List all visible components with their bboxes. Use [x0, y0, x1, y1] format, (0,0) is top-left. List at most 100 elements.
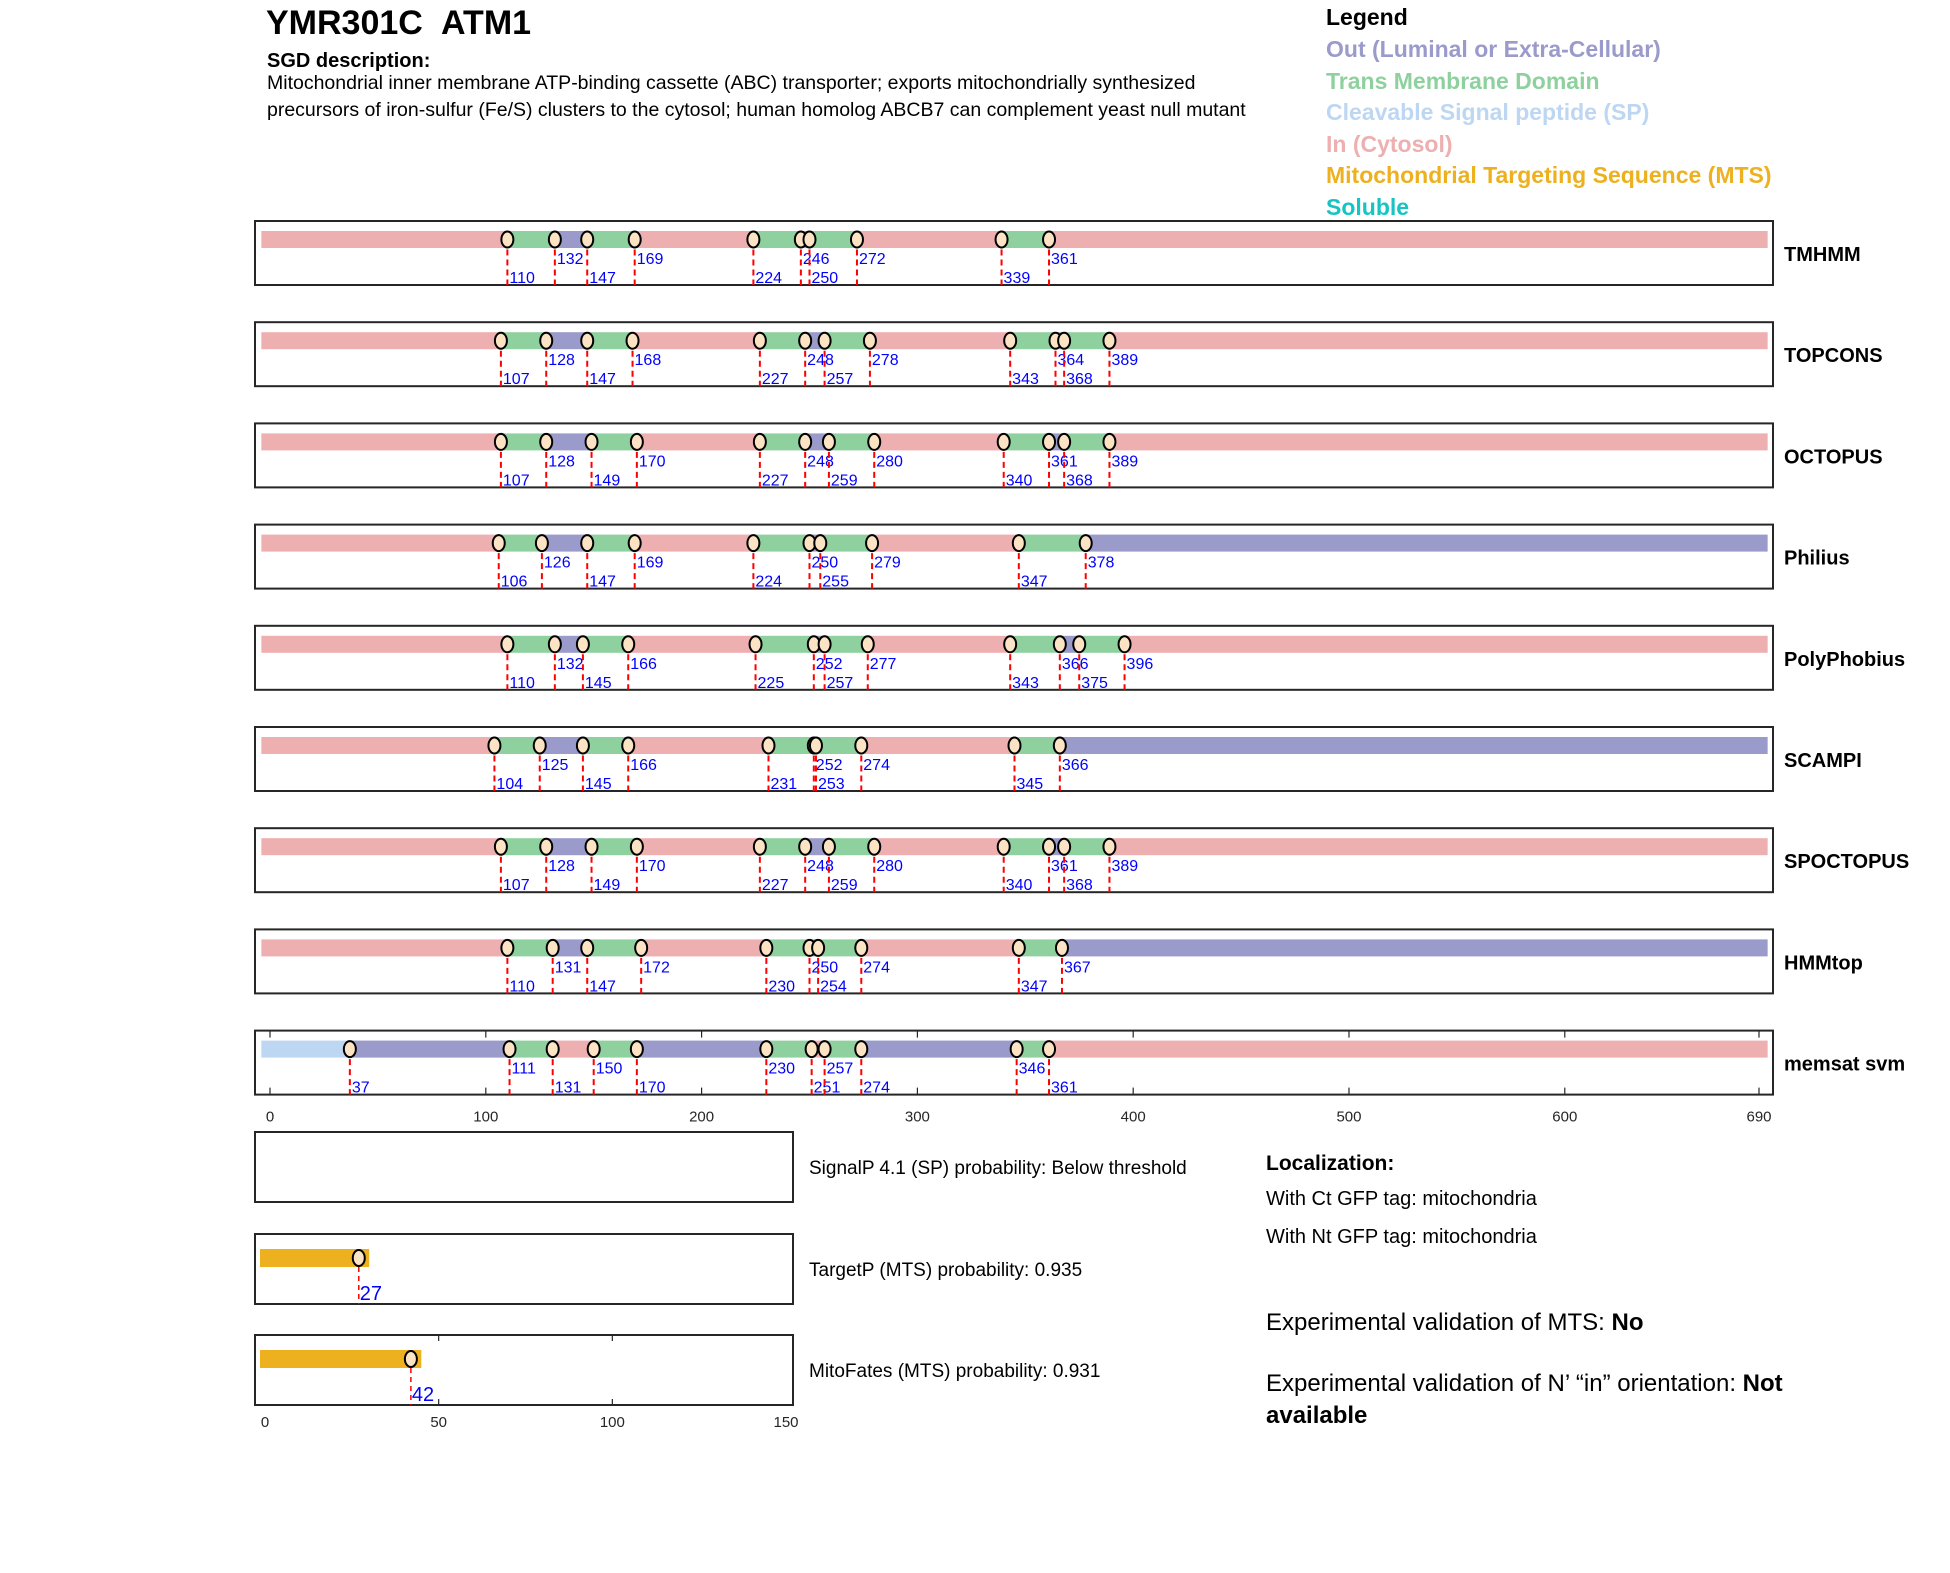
region-out: [1059, 737, 1768, 754]
boundary-marker: [813, 534, 828, 553]
boundary-label: 166: [630, 656, 657, 673]
boundary-label: 389: [1111, 858, 1138, 875]
mts-validation-value: No: [1611, 1309, 1644, 1336]
boundary-marker: [1003, 635, 1018, 654]
panel-frame: [254, 1334, 794, 1406]
boundary-label: 340: [1006, 877, 1033, 894]
region-in: [261, 635, 508, 653]
region-mts: [260, 1350, 422, 1368]
track-hmmtop: 110 131 147 172 230 250 254 274 347 367 HMMtop: [254, 928, 1863, 995]
track-tmhmm: 110 132 147 169 224 246 250 272 339 361 TMHMM: [254, 220, 1861, 287]
legend-item-out: Out (Luminal or Extra-Cellular): [1326, 36, 1661, 62]
boundary-label: 345: [1017, 776, 1044, 793]
boundary-label: 104: [496, 776, 523, 793]
boundary-marker: [575, 736, 590, 755]
boundary-marker: [1117, 635, 1132, 654]
region-in: [552, 1040, 594, 1058]
boundary-marker: [1007, 736, 1022, 755]
region-tm: [818, 939, 862, 957]
boundary-marker: [621, 736, 636, 755]
region-in: [861, 939, 1019, 957]
boundary-marker: [761, 736, 776, 755]
region-in: [872, 534, 1019, 552]
boundary-marker: [862, 331, 877, 350]
boundary-marker: [1009, 1040, 1024, 1059]
track-name: PolyPhobius: [1784, 649, 1905, 671]
boundary-label: 147: [589, 574, 616, 591]
boundary-marker: [802, 230, 817, 249]
boundary-label: 168: [635, 352, 662, 369]
boundary-marker: [634, 938, 649, 957]
axis-tick-label: 0: [261, 1414, 269, 1431]
region-tm: [1001, 231, 1050, 248]
boundary-marker: [996, 432, 1011, 451]
region-tm: [591, 838, 637, 856]
boundary-marker: [746, 230, 761, 249]
boundary-marker: [539, 432, 554, 451]
boundary-label: 361: [1051, 1080, 1078, 1097]
boundary-marker: [1078, 534, 1093, 553]
boundary-label: 277: [870, 656, 897, 673]
region-tm: [500, 332, 547, 350]
boundary-marker: [403, 1350, 418, 1368]
region-out: [1061, 939, 1768, 957]
boundary-marker: [1052, 635, 1067, 654]
boundary-label: 37: [352, 1080, 370, 1097]
axis-tick-label: 50: [430, 1414, 447, 1431]
region-in: [874, 433, 1004, 451]
track-octopus: 107128149170227248259280340361368389OCTO…: [254, 422, 1883, 489]
region-in: [856, 231, 1002, 248]
boundary-label: 248: [807, 453, 834, 470]
prediction-panel-3: 42 MitoFates (MTS) probability: 0.931 0 50 1…: [254, 1334, 1100, 1431]
region-sp: [261, 1040, 350, 1058]
boundary-label: 225: [758, 675, 785, 692]
panel-probability-label: TargetP (MTS) probability: 0.935: [809, 1260, 1082, 1281]
boundary-label: 224: [755, 574, 782, 591]
boundary-marker: [532, 736, 547, 755]
boundary-marker: [798, 331, 813, 350]
track-frame: [254, 523, 1774, 590]
boundary-marker: [500, 938, 515, 957]
region-tm: [828, 433, 875, 451]
axis-tick-label: 300: [905, 1109, 930, 1126]
boundary-marker: [994, 230, 1009, 249]
boundary-label: 132: [557, 251, 584, 268]
region-tm: [1018, 534, 1086, 552]
boundary-marker: [547, 635, 562, 654]
boundary-marker: [586, 1040, 601, 1059]
region-out: [539, 737, 583, 754]
boundary-label: 224: [755, 270, 782, 287]
boundary-label: 272: [859, 251, 886, 268]
boundary-label: 253: [818, 776, 845, 793]
track-name: memsat svm: [1784, 1054, 1905, 1076]
region-tm: [1064, 838, 1110, 856]
region-tm: [498, 534, 542, 552]
boundary-label: 250: [811, 270, 838, 287]
region-tm: [824, 332, 870, 350]
boundary-label: 169: [637, 251, 664, 268]
boundary-label: 147: [589, 371, 616, 388]
boundary-marker: [817, 331, 832, 350]
boundary-marker: [1042, 837, 1057, 856]
boundary-label: 339: [1004, 270, 1031, 287]
boundary-label: 227: [762, 877, 789, 894]
boundary-label: 279: [874, 555, 901, 572]
boundary-label: 125: [542, 757, 569, 774]
boundary-marker: [867, 432, 882, 451]
boundary-label: 274: [863, 1080, 890, 1097]
boundary-label: 259: [831, 472, 858, 489]
boundary-label: 145: [585, 776, 612, 793]
boundary-marker: [621, 635, 636, 654]
region-in: [1049, 1040, 1768, 1058]
region-tm: [755, 635, 814, 653]
boundary-label: 274: [863, 757, 890, 774]
region-tm: [587, 534, 635, 552]
boundary-label: 366: [1062, 757, 1089, 774]
region-tm: [1010, 332, 1056, 350]
boundary-marker: [547, 230, 562, 249]
region-in: [634, 231, 754, 248]
axis-tick-label: 150: [773, 1414, 798, 1431]
boundary-label: 27: [360, 1283, 382, 1305]
region-in: [1109, 433, 1768, 451]
